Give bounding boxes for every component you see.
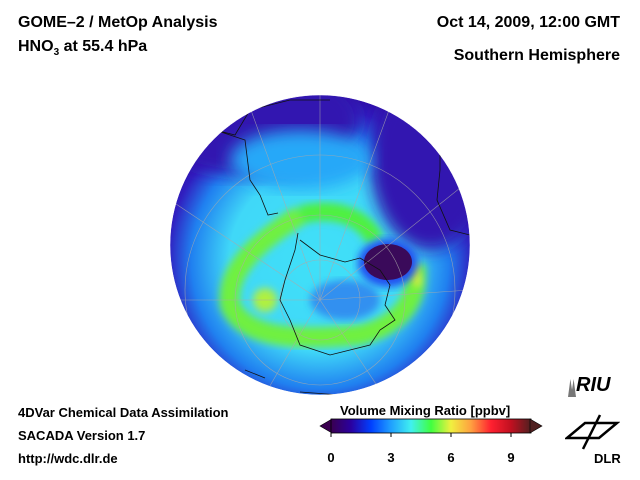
pressure-level: at 55.4 hPa bbox=[59, 38, 148, 55]
coastlines bbox=[214, 99, 470, 395]
date-label: Oct 14, 2009, 12:00 GMT bbox=[436, 14, 620, 31]
colorbar-max-arrow bbox=[529, 418, 543, 434]
species: HNO bbox=[18, 38, 54, 55]
riu-logo: RIU bbox=[568, 374, 610, 397]
colorbar-tick-label: 3 bbox=[387, 450, 394, 465]
colorbar-title: Volume Mixing Ratio [ppbv] bbox=[340, 403, 511, 418]
colorbar-tick-label: 9 bbox=[507, 450, 514, 465]
title-species-level: HNO3 at 55.4 hPa bbox=[18, 38, 147, 58]
dlr-text: DLR bbox=[594, 451, 621, 466]
colorbar: 0 3 6 9 bbox=[319, 418, 543, 465]
graticule bbox=[170, 95, 470, 395]
footer-url[interactable]: http://wdc.dlr.de bbox=[18, 451, 118, 466]
colorbar-tick-label: 6 bbox=[447, 450, 454, 465]
region-label: Southern Hemisphere bbox=[453, 47, 620, 64]
title-line1: GOME–2 / MetOp Analysis bbox=[18, 14, 218, 31]
dlr-logo-icon bbox=[565, 414, 620, 450]
cathedral-icon bbox=[568, 379, 576, 397]
footer-line2: SACADA Version 1.7 bbox=[18, 428, 146, 443]
riu-text: RIU bbox=[576, 374, 611, 396]
colorbar-tick-label: 0 bbox=[327, 450, 334, 465]
colorbar-min-arrow bbox=[319, 418, 333, 434]
footer-line1: 4DVar Chemical Data Assimilation bbox=[18, 405, 229, 420]
species-subscript: 3 bbox=[53, 47, 60, 59]
colorbar-gradient bbox=[330, 418, 532, 434]
